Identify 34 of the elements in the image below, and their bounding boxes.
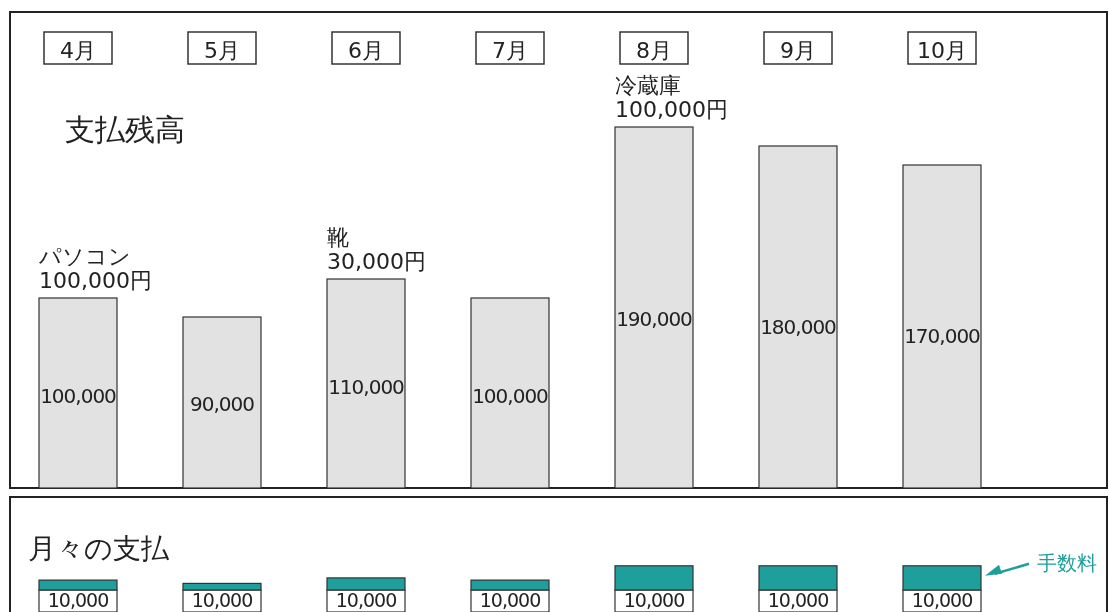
data-label: 110,000 — [328, 374, 405, 399]
data-label: 190,000 — [616, 306, 693, 331]
x-tick-label: 10月 — [917, 38, 967, 63]
x-tick-label: 9月 — [780, 38, 816, 63]
bar — [902, 164, 982, 489]
data-label: 100,000 — [40, 383, 117, 408]
x-tick-label: 5月 — [204, 38, 240, 63]
data-label: 10,000 — [479, 589, 541, 611]
bar — [614, 126, 694, 489]
bar — [470, 297, 550, 489]
x-tick-label: 7月 — [492, 38, 528, 63]
bar — [758, 145, 838, 489]
data-label: 170,000 — [904, 323, 981, 348]
data-label: 10,000 — [623, 589, 685, 611]
data-label: 100,000 — [472, 383, 549, 408]
data-label: 10,000 — [47, 589, 109, 611]
annotation: 冷蔵庫 100,000円 — [615, 73, 728, 122]
legend-label: 手数料 — [1037, 550, 1097, 575]
x-tick-label: 4月 — [60, 38, 96, 63]
data-label: 10,000 — [191, 589, 253, 611]
bar — [182, 316, 262, 489]
data-label: 10,000 — [911, 589, 973, 611]
data-label: 90,000 — [190, 392, 255, 417]
x-tick-label: 6月 — [348, 38, 384, 63]
chart-title: 月々の支払 — [28, 532, 170, 565]
chart-title: 支払残高 — [65, 112, 185, 147]
data-label: 10,000 — [767, 589, 829, 611]
data-label: 10,000 — [335, 589, 397, 611]
x-tick-label: 8月 — [636, 38, 672, 63]
bar — [326, 278, 406, 489]
annotation: 靴 30,000円 — [327, 225, 426, 274]
bar — [38, 297, 118, 489]
data-label: 180,000 — [760, 315, 837, 340]
annotation: パソコン 100,000円 — [38, 244, 152, 293]
